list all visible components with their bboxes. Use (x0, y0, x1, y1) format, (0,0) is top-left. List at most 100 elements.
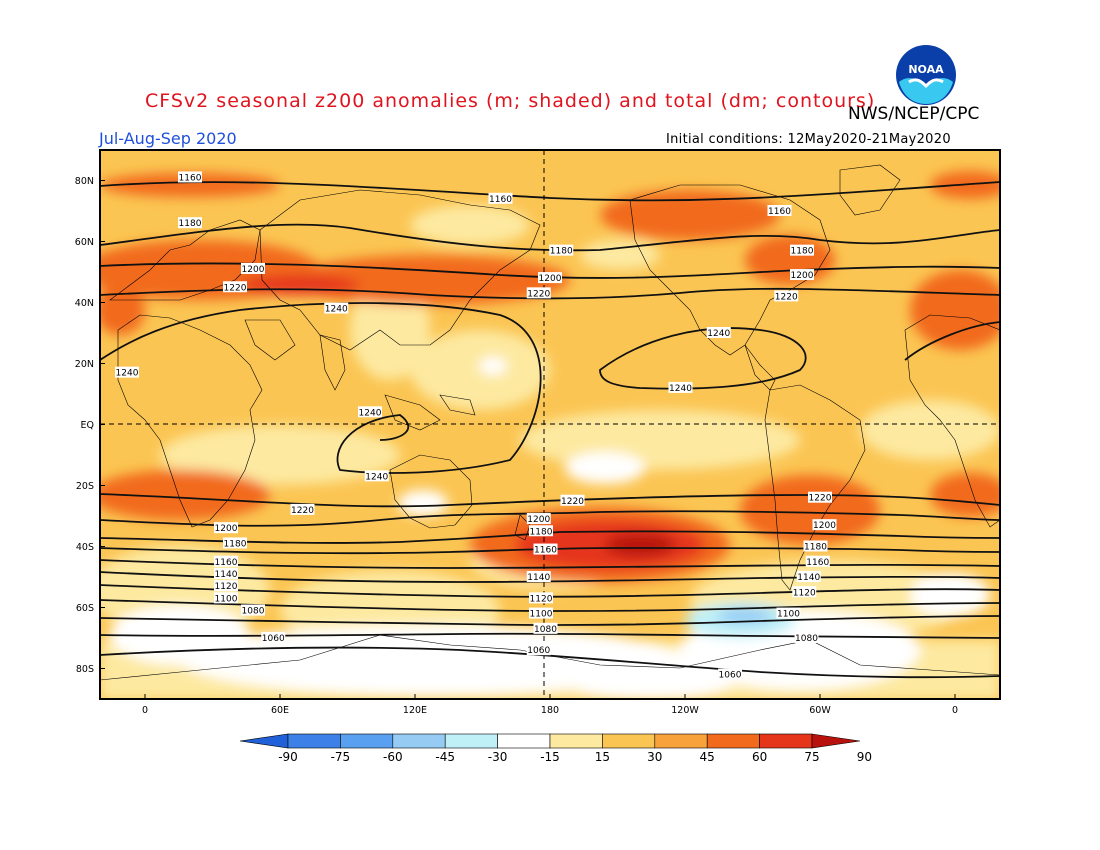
contour-label: 1160 (805, 555, 830, 568)
contour-label: 1200 (538, 272, 562, 284)
agency-label: NWS/NCEP/CPC (848, 104, 980, 124)
svg-text:1220: 1220 (775, 292, 798, 302)
contour-label: 1140 (526, 571, 551, 583)
contour-label: 1120 (792, 586, 817, 598)
svg-text:1240: 1240 (359, 408, 382, 418)
svg-text:NOAA: NOAA (908, 63, 944, 76)
svg-text:1140: 1140 (797, 573, 820, 583)
contour-label: 1240 (706, 327, 731, 339)
contour-label: 1140 (214, 567, 238, 580)
contour-labels: 1160 1160 1160 1180 1180 1180 1200 1200 1200 1220… (115, 171, 837, 681)
svg-text:1100: 1100 (777, 610, 800, 620)
chart-title: CFSv2 seasonal z200 anomalies (m; shaded… (145, 90, 876, 112)
svg-text:1160: 1160 (534, 546, 557, 556)
svg-text:1060: 1060 (527, 646, 550, 656)
contour-label: 1240 (358, 406, 382, 418)
lat-label: 80S (76, 664, 94, 675)
svg-text:1140: 1140 (527, 573, 550, 583)
contour-label: 1180 (178, 217, 202, 229)
svg-text:1220: 1220 (224, 283, 247, 293)
lat-label: 40S (76, 542, 94, 553)
contour-label: 1220 (223, 281, 247, 293)
svg-text:1080: 1080 (795, 634, 818, 644)
season-label: Jul-Aug-Sep 2020 (99, 129, 237, 148)
contour-label: 1240 (668, 381, 693, 394)
contour-label: 1060 (718, 668, 742, 681)
contour-label: 1160 (767, 205, 792, 217)
contour-label: 1220 (774, 290, 799, 302)
lon-label: 120E (403, 705, 427, 716)
svg-text:1160: 1160 (215, 558, 238, 568)
svg-text:1180: 1180 (791, 247, 814, 257)
lat-label: 80N (75, 176, 94, 187)
contour-label: 1180 (223, 537, 247, 549)
lat-label: 20S (76, 481, 94, 492)
svg-text:1220: 1220 (291, 506, 314, 516)
svg-text:1240: 1240 (365, 472, 388, 482)
contour-label: 1220 (560, 494, 585, 507)
contour-label: 1080 (794, 632, 819, 644)
contour-label: 1100 (529, 607, 553, 620)
contour-label: 1080 (241, 604, 265, 617)
svg-text:1180: 1180 (224, 539, 247, 549)
lat-label: 20N (75, 359, 94, 370)
lat-label: 60S (76, 603, 94, 614)
svg-text:1160: 1160 (806, 558, 829, 568)
contour-label: 1160 (533, 543, 558, 556)
contour-label: 1100 (776, 607, 801, 620)
svg-text:1180: 1180 (179, 219, 202, 229)
lon-label: 0 (952, 705, 958, 716)
contour-label: 1240 (324, 302, 349, 315)
svg-text:1200: 1200 (813, 521, 836, 531)
svg-text:1140: 1140 (215, 570, 238, 580)
contour-label: 1220 (808, 491, 832, 504)
lon-label: 60W (809, 705, 831, 716)
contour-label: 1180 (803, 540, 828, 553)
svg-text:1240: 1240 (669, 384, 692, 394)
svg-text:1080: 1080 (534, 625, 557, 635)
svg-text:1060: 1060 (719, 671, 742, 681)
contour-label: 1240 (115, 366, 139, 379)
svg-text:1080: 1080 (242, 607, 265, 617)
lon-label: 180 (541, 705, 559, 716)
contour-label: 1220 (290, 503, 315, 516)
contour-label: 1140 (796, 571, 821, 583)
lat-label: 60N (75, 237, 94, 248)
noaa-logo: NOAA (895, 44, 957, 106)
contour-label: 1220 (526, 287, 551, 299)
svg-text:1220: 1220 (527, 289, 550, 299)
svg-text:1180: 1180 (530, 527, 553, 537)
contour-label: 1060 (526, 644, 551, 656)
lat-label: 40N (75, 298, 94, 309)
svg-text:1200: 1200 (527, 515, 550, 525)
contour-label: 1200 (790, 269, 814, 281)
svg-text:1100: 1100 (215, 594, 238, 604)
svg-text:1100: 1100 (530, 610, 553, 620)
svg-text:1120: 1120 (215, 582, 238, 592)
svg-text:1200: 1200 (215, 524, 238, 534)
svg-text:1120: 1120 (530, 594, 553, 604)
svg-text:1060: 1060 (262, 634, 285, 644)
svg-text:1200: 1200 (242, 265, 265, 275)
svg-text:1200: 1200 (539, 274, 562, 284)
lon-label: 120W (671, 705, 699, 716)
svg-text:1240: 1240 (325, 305, 348, 315)
svg-text:1160: 1160 (179, 173, 202, 183)
contour-label: 1120 (214, 580, 238, 592)
axis-ticks: 80N 60N 40N 20N EQ 20S 40S 60S 80S 0 60E 120E 180 120… (75, 176, 958, 716)
initial-conditions-label: Initial conditions: 12May2020-21May2020 (666, 132, 951, 147)
contour-label: 1180 (529, 525, 553, 537)
contour-label: 1080 (533, 622, 558, 635)
lon-label: 0 (142, 705, 148, 716)
svg-text:1200: 1200 (791, 271, 814, 281)
contour-label: 1200 (526, 513, 551, 525)
contour-label: 1180 (790, 244, 814, 257)
svg-text:1220: 1220 (561, 497, 584, 507)
contour-label: 1160 (488, 192, 513, 205)
contour-label: 1160 (178, 171, 202, 183)
svg-text:1220: 1220 (809, 494, 832, 504)
contour-label: 1200 (812, 519, 837, 531)
svg-text:1160: 1160 (489, 195, 512, 205)
contour-label: 1240 (364, 470, 389, 482)
